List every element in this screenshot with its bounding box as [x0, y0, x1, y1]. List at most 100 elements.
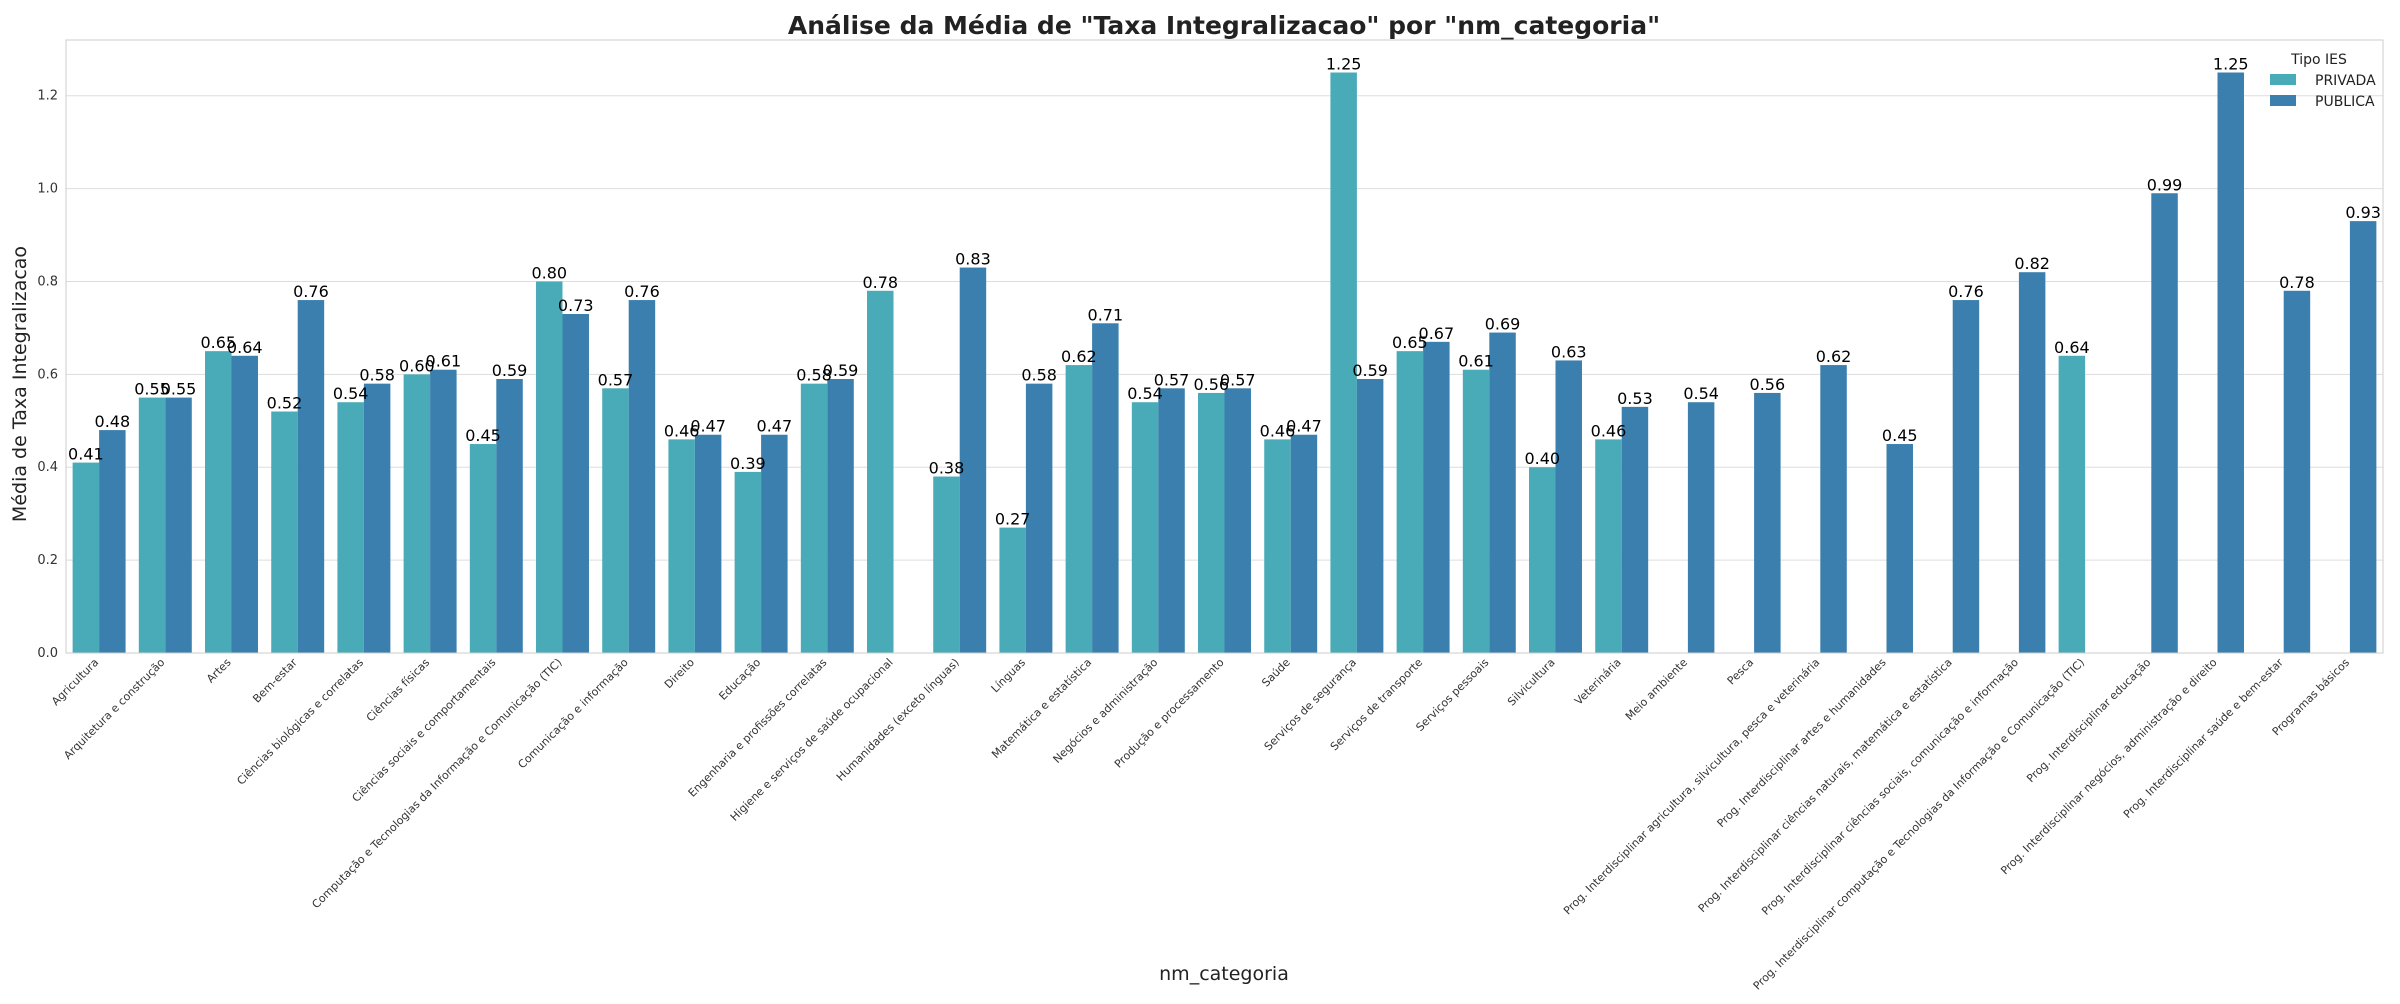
- bar-privada: [1264, 439, 1291, 653]
- data-label: 0.47: [690, 417, 726, 436]
- data-label: 0.46: [1591, 421, 1627, 440]
- data-label: 0.46: [1260, 421, 1296, 440]
- bar-publica: [761, 434, 788, 653]
- bar-publica: [430, 369, 457, 653]
- data-label: 0.46: [664, 421, 700, 440]
- bar-privada: [1065, 365, 1093, 653]
- data-label: 0.76: [624, 282, 660, 301]
- x-tick-label: Engenharia e profissões correlatas: [686, 656, 830, 800]
- bar-publica: [1224, 388, 1251, 653]
- data-label: 0.76: [293, 282, 329, 301]
- bar-privada: [1198, 392, 1225, 653]
- bar-publica: [1356, 379, 1384, 653]
- data-label: 0.61: [1458, 352, 1494, 371]
- data-label: 0.38: [929, 459, 965, 478]
- x-tick-label: Direito: [662, 656, 697, 691]
- bar-publica: [1092, 323, 1119, 653]
- x-axis-label: nm_categoria: [1159, 963, 1289, 985]
- data-label: 0.55: [134, 380, 170, 399]
- data-label: 0.59: [492, 361, 528, 380]
- data-label: 0.54: [1683, 384, 1719, 403]
- bar-privada: [403, 374, 431, 653]
- y-tick-label: 0.6: [37, 367, 58, 382]
- x-tick-label: Bem-estar: [250, 656, 300, 706]
- x-tick-label: Línguas: [989, 656, 1028, 695]
- x-tick-label: Prog. Interdisciplinar ciências sociais,…: [1759, 656, 2021, 918]
- bar-publica: [1423, 341, 1450, 653]
- bar-publica: [165, 397, 192, 653]
- data-label: 0.48: [95, 412, 131, 431]
- bar-privada: [800, 383, 828, 653]
- data-label: 0.67: [1419, 324, 1455, 343]
- data-label: 0.61: [426, 352, 462, 371]
- bar-publica: [827, 379, 854, 653]
- x-tick-label: Agricultura: [49, 656, 101, 708]
- data-label: 0.58: [359, 366, 395, 385]
- bar-privada: [933, 476, 960, 653]
- x-tick-label: Prog. Interdisciplinar ciências naturais…: [1696, 656, 1955, 915]
- bar-publica: [562, 313, 589, 653]
- data-label: 0.63: [1551, 342, 1587, 361]
- bar-privada: [602, 388, 629, 653]
- bar-privada: [2058, 355, 2086, 653]
- x-tick-label: Educação: [716, 656, 763, 703]
- bar-privada: [469, 444, 497, 653]
- x-tick-label: Prog. Interdisciplinar computação e Tecn…: [1751, 656, 2088, 993]
- y-tick-label: 0.2: [37, 553, 58, 568]
- bar-privada: [734, 471, 762, 653]
- x-tick-label: Comunicação e informação: [515, 656, 631, 772]
- data-label: 0.73: [558, 296, 594, 315]
- bar-publica: [1025, 383, 1053, 653]
- bar-publica: [1687, 402, 1715, 653]
- bar-publica: [99, 430, 126, 653]
- x-tick-label: Prog. Interdisciplinar agricultura, silv…: [1561, 656, 1822, 917]
- bar-privada: [205, 351, 232, 653]
- bar-privada: [337, 402, 364, 653]
- bar-publica: [1555, 360, 1582, 653]
- data-label: 0.65: [1392, 333, 1428, 352]
- data-label: 0.57: [598, 370, 634, 389]
- bar-publica: [2283, 290, 2311, 653]
- data-label: 0.56: [1750, 375, 1786, 394]
- x-tick-label: Ciências biológicas e correlatas: [234, 656, 366, 788]
- data-label: 0.56: [1193, 375, 1229, 394]
- data-label: 0.62: [1816, 347, 1852, 366]
- y-tick-labels: 0.0 0.2 0.4 0.6 0.8 1.0 1.2: [37, 89, 58, 661]
- bar-publica: [1158, 388, 1185, 653]
- legend: Tipo IES PRIVADA PUBLICA: [2270, 52, 2376, 110]
- x-tick-label: Serviços pessoais: [1413, 656, 1491, 734]
- bar-publica: [1489, 332, 1516, 653]
- data-label: 0.55: [161, 380, 197, 399]
- x-tick-label: Veterinária: [1572, 656, 1624, 708]
- data-label: 0.47: [1286, 417, 1322, 436]
- x-tick-label: Prog. Interdisciplinar negócios, adminis…: [1998, 656, 2220, 878]
- bar-publica: [1754, 392, 1781, 653]
- data-label: 0.80: [531, 263, 567, 282]
- data-label: 0.78: [862, 273, 898, 292]
- bar-publica: [1886, 444, 1913, 653]
- bar-publica: [628, 300, 656, 653]
- data-label: 0.64: [227, 338, 263, 357]
- legend-label-privada: PRIVADA: [2315, 73, 2376, 89]
- x-tick-label: Saúde: [1259, 656, 1293, 690]
- bar-privada: [1529, 467, 1556, 653]
- x-tick-label: Negócios e administração: [1051, 656, 1161, 766]
- x-tick-label: Produção e processamento: [1112, 656, 1227, 771]
- data-label: 0.58: [796, 366, 832, 385]
- bar-privada: [271, 411, 298, 653]
- y-tick-label: 0.0: [37, 646, 58, 661]
- data-label: 0.93: [2345, 203, 2381, 222]
- data-label: 0.58: [1021, 366, 1057, 385]
- data-label: 0.57: [1154, 370, 1190, 389]
- data-label: 0.27: [995, 510, 1031, 529]
- data-label: 0.45: [1882, 426, 1918, 445]
- legend-label-publica: PUBLICA: [2315, 94, 2375, 110]
- bar-privada: [1131, 402, 1159, 653]
- data-label: 0.82: [2014, 254, 2050, 273]
- legend-swatch-publica: [2270, 95, 2296, 106]
- y-tick-label: 1.2: [37, 89, 58, 104]
- data-label: 1.25: [1326, 55, 1362, 74]
